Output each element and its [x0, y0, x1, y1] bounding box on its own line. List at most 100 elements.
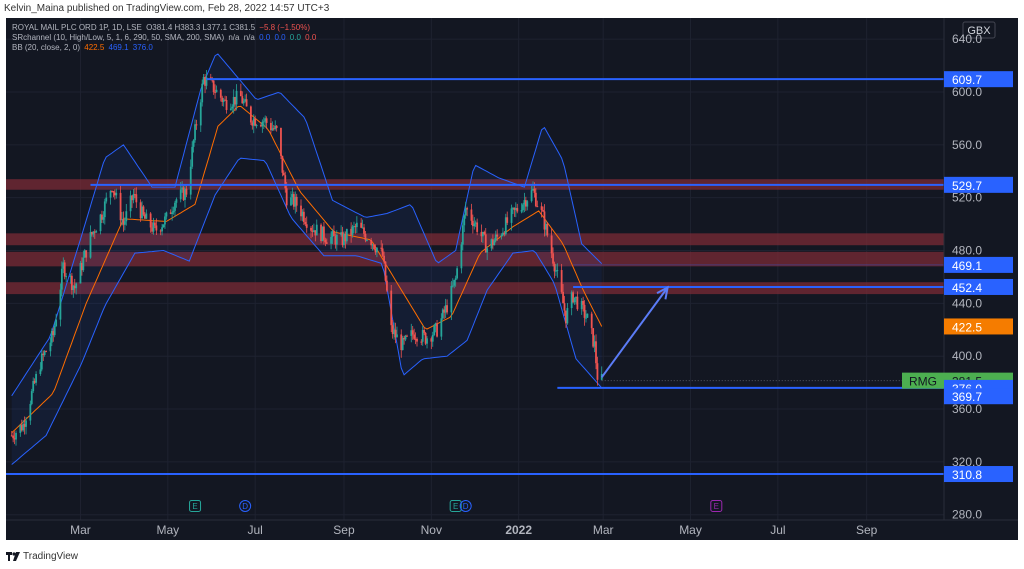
price-tag[interactable]: [944, 388, 1013, 405]
candle-body: [95, 231, 98, 233]
tradingview-logo[interactable]: TradingView: [6, 551, 78, 562]
arrow-head[interactable]: [656, 285, 669, 300]
candle-body: [102, 217, 105, 220]
candle-body: [340, 232, 343, 235]
candle-body: [555, 270, 557, 272]
candle-body: [572, 292, 574, 303]
candle-body: [413, 334, 416, 339]
candle-body: [424, 332, 427, 344]
candle-body: [570, 292, 573, 309]
candle-body: [242, 101, 245, 104]
candle-body: [23, 423, 26, 427]
candle-body: [175, 199, 178, 203]
bb-lower: 376.0: [132, 43, 153, 52]
candle-body: [63, 262, 66, 277]
symbol-tag[interactable]: [902, 372, 944, 389]
price-tag-label[interactable]: 609.7: [952, 73, 982, 87]
candle-body: [149, 213, 152, 228]
candle-body: [255, 125, 258, 127]
price-tag-label[interactable]: 369.7: [952, 390, 982, 404]
candle-body: [245, 99, 248, 107]
price-tag[interactable]: [944, 176, 1013, 193]
candle-body: [431, 335, 434, 342]
candle-body: [323, 226, 325, 240]
candle-body: [10, 435, 13, 437]
ohlc-values: O381.4 H383.3 L377.1 C381.5: [146, 23, 256, 32]
change-value: −5.8 (−1.50%): [259, 23, 310, 32]
candle-body: [194, 124, 196, 141]
candle-body: [261, 121, 264, 127]
candle-body: [131, 195, 133, 201]
candle-body: [39, 369, 42, 374]
candle-body: [510, 208, 513, 223]
candle-body: [530, 190, 533, 202]
candle-body: [406, 335, 408, 337]
candle-body: [314, 230, 317, 236]
candle-body: [65, 276, 68, 278]
srchannel-value-3: 0.0: [259, 33, 271, 42]
earnings-marker-icon: [710, 500, 723, 512]
candle-body: [484, 234, 487, 253]
price-tag-label[interactable]: 422.5: [952, 320, 982, 334]
candle-body: [590, 313, 593, 329]
time-tick-label: Mar: [593, 523, 614, 537]
candle-body: [69, 275, 72, 277]
price-tag-label[interactable]: 452.4: [952, 281, 982, 295]
price-tick-label: 520.0: [952, 191, 982, 205]
price-tag-label[interactable]: 469.1: [952, 259, 982, 273]
candle-body: [441, 309, 444, 319]
candle-body: [239, 90, 242, 97]
candle-body: [582, 301, 585, 305]
currency-label[interactable]: GBX: [967, 25, 991, 37]
candle-body: [285, 188, 288, 206]
candle-body: [232, 96, 235, 107]
candle-body: [60, 268, 63, 290]
candle-body: [139, 202, 142, 219]
candle-body: [55, 319, 58, 327]
candle-body: [391, 325, 394, 335]
candle-body: [219, 89, 222, 98]
candle-body: [280, 127, 282, 156]
candle-body: [35, 373, 37, 383]
candle-body: [282, 172, 285, 176]
price-tag[interactable]: [944, 71, 1013, 88]
candle-body: [294, 196, 297, 207]
candle-body: [93, 231, 96, 233]
candle-body: [411, 330, 414, 335]
candle-body: [99, 214, 102, 232]
candle-body: [141, 206, 143, 219]
currency-button[interactable]: [962, 21, 996, 39]
bollinger-lower-line: [11, 157, 603, 465]
candle-body: [534, 192, 537, 207]
candle-body: [365, 240, 368, 242]
horizontal-lines[interactable]: [6, 78, 944, 476]
tradingview-icon: [6, 552, 20, 561]
price-tag[interactable]: [944, 256, 1013, 273]
candle-body: [30, 391, 33, 404]
symbol-tag-label[interactable]: RMG: [909, 375, 937, 389]
candle-body: [461, 225, 464, 245]
projection-arrow-group[interactable]: [600, 285, 669, 378]
price-tag[interactable]: [944, 318, 1013, 335]
price-tag-label[interactable]: 529.7: [952, 179, 982, 193]
candle-body: [262, 121, 265, 123]
price-tag[interactable]: [944, 466, 1013, 483]
candle-body: [586, 313, 589, 318]
candle-body: [112, 191, 115, 193]
candle-body: [229, 108, 232, 110]
candle-body: [275, 125, 278, 128]
candle-body: [440, 318, 443, 337]
time-axis[interactable]: Mar May Jul Sep Nov 2022 Mar May Jul Sep: [6, 519, 1018, 540]
candle-body: [272, 128, 275, 130]
projection-arrow[interactable]: [600, 286, 669, 378]
srchannel-value-1: n/a: [228, 33, 240, 42]
price-tag-label[interactable]: 310.8: [952, 468, 982, 482]
candle-body: [89, 232, 92, 258]
price-tag[interactable]: [944, 278, 1013, 295]
candle-body: [19, 425, 22, 433]
price-tick-label: 560.0: [952, 138, 982, 152]
